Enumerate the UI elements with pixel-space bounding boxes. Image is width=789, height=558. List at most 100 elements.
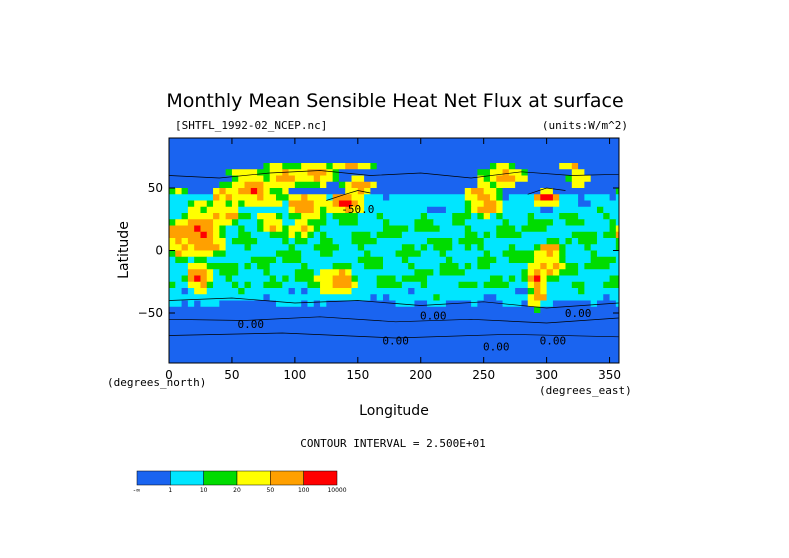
heatmap-cell — [464, 269, 522, 276]
heatmap-cell — [502, 250, 535, 258]
heatmap-cell — [332, 200, 340, 208]
heatmap-cell — [534, 288, 541, 295]
heatmap-cell — [357, 219, 384, 226]
heatmap-cell — [540, 275, 548, 283]
heatmap-cell — [571, 181, 585, 189]
y-tick-label: 50 — [148, 181, 163, 195]
heatmap-cell — [169, 281, 176, 289]
heatmap-cell — [609, 225, 617, 233]
heatmap-cell — [288, 194, 302, 201]
heatmap-cell — [376, 238, 428, 245]
heatmap-cell — [552, 219, 566, 226]
heatmap-cell — [565, 238, 573, 245]
heatmap-cell — [263, 163, 271, 170]
heatmap-cell — [169, 263, 189, 270]
heatmap-cell — [414, 219, 434, 226]
heatmap-cell — [483, 244, 510, 251]
heatmap-cell — [615, 300, 620, 308]
heatmap-cell — [552, 188, 617, 195]
heatmap-cell — [282, 219, 296, 226]
colorbar-swatch — [236, 470, 271, 486]
heatmap-cell — [213, 188, 220, 195]
heatmap-cell — [489, 275, 503, 283]
heatmap-cell — [483, 231, 491, 239]
heatmap-cell — [489, 169, 503, 176]
heatmap-cell — [169, 238, 176, 245]
heatmap-cell — [439, 294, 485, 301]
heatmap-cell — [225, 225, 239, 233]
heatmap-cell — [187, 256, 195, 264]
heatmap-cell — [351, 263, 365, 270]
heatmap-cell — [181, 275, 189, 283]
heatmap-cell — [401, 256, 409, 264]
heatmap-cell — [609, 194, 617, 201]
heatmap-cell — [439, 225, 466, 233]
heatmap-cell — [219, 225, 227, 233]
heatmap-cell — [609, 263, 620, 270]
heatmap-cell — [471, 206, 478, 214]
heatmap-cell — [175, 281, 189, 289]
heatmap-cell — [615, 256, 620, 264]
heatmap-cell — [269, 294, 371, 301]
heatmap-cell — [169, 250, 176, 258]
heatmap-cell — [464, 263, 472, 270]
heatmap-cell — [471, 300, 478, 308]
heatmap-cell — [169, 350, 620, 358]
heatmap-cell — [320, 231, 327, 239]
heatmap-cell — [515, 225, 522, 233]
heatmap-cell — [552, 206, 598, 214]
heatmap-cell — [464, 231, 478, 239]
heatmap-cell — [187, 281, 201, 289]
heatmap-cell — [489, 175, 497, 183]
heatmap-cell — [389, 219, 415, 226]
heatmap-cell — [571, 169, 585, 176]
heatmap-cell — [282, 281, 308, 289]
heatmap-cell — [219, 188, 227, 195]
heatmap-cell — [351, 275, 359, 283]
heatmap-cell — [320, 206, 327, 214]
heatmap-cell — [345, 181, 352, 189]
y-axis-ticks: 50 0 −50 — [138, 181, 619, 320]
heatmap-cell — [351, 231, 371, 239]
x-tick-label: 50 — [224, 368, 239, 382]
heatmap-cell — [615, 188, 620, 195]
heatmap-cell — [288, 213, 302, 220]
heatmap-cell — [225, 200, 233, 208]
heatmap-cell — [609, 294, 620, 301]
heatmap-cell — [175, 256, 189, 264]
heatmap-cell — [231, 194, 258, 201]
heatmap-cell — [382, 194, 390, 201]
heatmap-cell — [244, 281, 252, 289]
heatmap-cell — [231, 219, 239, 226]
heatmap-cell — [219, 194, 227, 201]
heatmap-field — [169, 138, 620, 364]
heatmap-cell — [338, 244, 359, 251]
heatmap-cell — [307, 300, 315, 308]
heatmap-cell — [508, 194, 535, 201]
heatmap-cell — [546, 263, 554, 270]
heatmap-cell — [294, 238, 308, 245]
heatmap-cell — [571, 281, 585, 289]
heatmap-cell — [603, 206, 620, 214]
heatmap-cell — [615, 225, 620, 233]
heatmap-cell — [301, 213, 321, 220]
heatmap-cell — [408, 288, 415, 295]
file-label: [SHTFL_1992-02_NCEP.nc] — [175, 119, 327, 132]
heatmap-cell — [401, 244, 415, 251]
heatmap-cell — [326, 231, 352, 239]
heatmap-cell — [187, 188, 214, 195]
heatmap-cell — [357, 281, 378, 289]
heatmap-cell — [263, 194, 277, 201]
heatmap-cell — [194, 288, 208, 295]
heatmap-cell — [471, 213, 478, 220]
heatmap-cell — [370, 188, 466, 195]
heatmap-cell — [169, 144, 620, 151]
heatmap-cell — [364, 200, 466, 208]
contour-lines — [168, 170, 619, 339]
heatmap-cell — [464, 244, 472, 251]
heatmap-cell — [527, 294, 535, 301]
heatmap-cell — [275, 250, 302, 258]
y-unit-note: (degrees_north) — [107, 376, 206, 389]
heatmap-cell — [225, 250, 277, 258]
